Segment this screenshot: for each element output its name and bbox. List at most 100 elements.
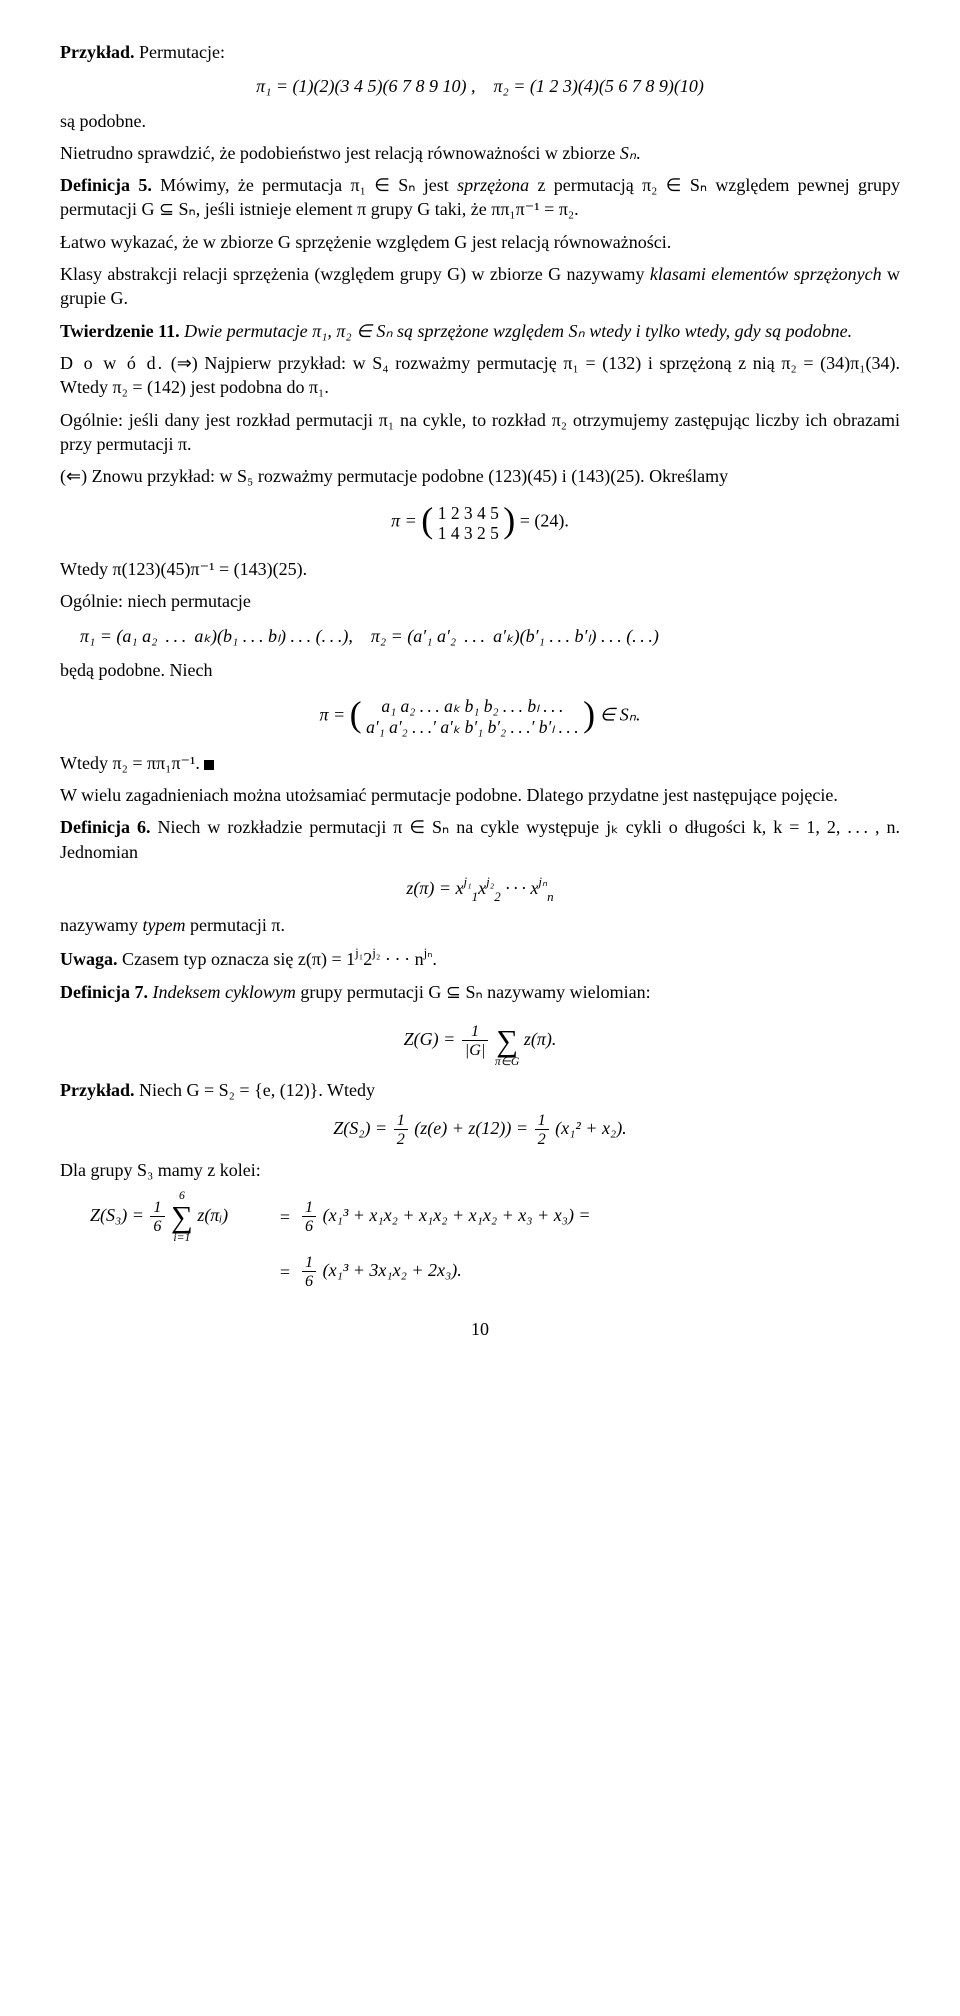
eq-ZS2-rhs: (x₁² + x₂).: [555, 1118, 627, 1138]
proof-d: Wtedy π(123)(45)π⁻¹ = (143)(25).: [60, 557, 900, 581]
tw11-label: Twierdzenie 11.: [60, 321, 180, 341]
eq-ZS3-eq1: =: [270, 1205, 300, 1229]
definition-5: Definicja 5. Mówimy, że permutacja π₁ ∈ …: [60, 173, 900, 222]
eq-ZS3-block: Z(S₃) = 1 6 6 ∑ i=1 z(πᵢ) = 1 6 (x₁³ + x…: [90, 1190, 900, 1289]
eq-pi2-rhs: ∈ Sₙ.: [600, 705, 641, 725]
uwaga-2: 2: [363, 949, 372, 969]
definition-7: Definicja 7. Indeksem cyklowym grupy per…: [60, 980, 900, 1004]
proof-b: Ogólnie: jeśli dany jest rozkład permuta…: [60, 408, 900, 457]
eq-pi-rhs-1: = (24).: [520, 511, 569, 531]
proof-e: Ogólnie: niech permutacje: [60, 589, 900, 613]
eq-pi-matrix-2: π = ( a₁ a₂ . . . aₖ b₁ b₂ . . . bₗ . . …: [60, 692, 900, 741]
para-latwo: Łatwo wykazać, że w zbiorze G sprzężenie…: [60, 230, 900, 254]
proof-label: D o w ó d.: [60, 353, 164, 373]
def6-b-a: nazywamy: [60, 915, 142, 935]
proof-start: D o w ó d. (⇒) Najpierw przykład: w S₄ r…: [60, 351, 900, 400]
def6-closing: nazywamy typem permutacji π.: [60, 913, 900, 937]
uwaga-a: Czasem typ oznacza się z(π) = 1: [118, 949, 356, 969]
frac-ZS2-2: 1 2: [535, 1112, 549, 1147]
matrix2-row2: a′₁ a′₂ . . .′ a′ₖ b′₁ b′₂ . . .′ b′ₗ . …: [366, 717, 578, 737]
proof-g-a: Wtedy π₂ = ππ₁π⁻¹.: [60, 753, 204, 773]
matrix1-row2: 1 4 3 2 5: [438, 523, 499, 543]
matrix-2: a₁ a₂ . . . aₖ b₁ b₂ . . . bₗ . . . a′₁ …: [366, 696, 578, 736]
eq-ZS3-eq2: =: [270, 1260, 300, 1284]
def7-a: Indeksem cyklowym: [148, 982, 296, 1002]
eq-permutations-text: π₁ = (1)(2)(3 4 5)(6 7 8 9 10) , π₂ = (1…: [256, 76, 704, 96]
example-2: Przykład. Niech G = S₂ = {e, (12)}. Wted…: [60, 1078, 900, 1102]
frac-ZG: 1 |G|: [462, 1023, 489, 1058]
para-relacja: Nietrudno sprawdzić, że podobieństwo jes…: [60, 141, 900, 165]
theorem-11: Twierdzenie 11. Dwie permutacje π₁, π₂ ∈…: [60, 319, 900, 343]
uwaga-j1: j₁: [355, 945, 363, 960]
frac-ZS2-2-num: 1: [535, 1112, 549, 1130]
eq-ZS2-lhs: Z(S₂) =: [333, 1118, 391, 1138]
uwaga-j2: j₂: [372, 945, 380, 960]
eq-pi-matrix-1: π = ( 1 2 3 4 5 1 4 3 2 5 ) = (24).: [60, 498, 900, 547]
para-relacja-b: Sₙ: [620, 143, 636, 163]
def5-label: Definicja 5.: [60, 175, 152, 195]
qed-icon: [204, 760, 214, 770]
proof-f: będą podobne. Niech: [60, 658, 900, 682]
matrix-1: 1 2 3 4 5 1 4 3 2 5: [438, 503, 499, 543]
eq-permutations: π₁ = (1)(2)(3 4 5)(6 7 8 9 10) , π₂ = (1…: [60, 74, 900, 98]
frac-ZS3-3: 1 6: [302, 1254, 316, 1289]
eq-ZS3-row1: Z(S₃) = 1 6 6 ∑ i=1 z(πᵢ) = 1 6 (x₁³ + x…: [90, 1190, 900, 1244]
para-sa-podobne: są podobne.: [60, 109, 900, 133]
def6-b-c: permutacji π.: [185, 915, 285, 935]
proof-c: (⇐) Znowu przykład: w S₅ rozważmy permut…: [60, 464, 900, 488]
eq-ZS2: Z(S₂) = 1 2 (z(e) + z(12)) = 1 2 (x₁² + …: [60, 1112, 900, 1147]
uwaga-dot: .: [432, 949, 437, 969]
pi-label-1: π =: [391, 511, 421, 531]
sum-ZS3-bot: i=1: [171, 1232, 193, 1244]
prz2-b: Dla grupy S₃ mamy z kolei:: [60, 1158, 900, 1182]
frac-ZS3-3-num: 1: [302, 1254, 316, 1272]
page-number: 10: [60, 1317, 900, 1341]
frac-ZS3-1-den: 6: [150, 1217, 164, 1234]
lparen-2: (: [350, 690, 362, 739]
sum-ZG-bot: π∈G: [495, 1056, 519, 1068]
frac-ZS3-2-den: 6: [302, 1217, 316, 1234]
def7-label: Definicja 7.: [60, 982, 148, 1002]
eq-zpi: z(π) = xj₁1xj₂2 · · · xjₙn: [60, 874, 900, 903]
para-relacja-c: .: [636, 143, 641, 163]
matrix2-row1: a₁ a₂ . . . aₖ b₁ b₂ . . . bₗ . . .: [381, 696, 563, 716]
example-text: Permutacje:: [135, 42, 225, 62]
definition-6: Definicja 6. Niech w rozkładzie permutac…: [60, 815, 900, 864]
frac-ZS3-3-den: 6: [302, 1272, 316, 1289]
example-heading: Przykład. Permutacje:: [60, 40, 900, 64]
sum-ZS3: 6 ∑ i=1: [171, 1190, 193, 1244]
def7-b: grupy permutacji G ⊆ Sₙ nazywamy wielomi…: [296, 982, 651, 1002]
def6-b-b: typem: [142, 915, 185, 935]
frac-ZS3-2: 1 6: [302, 1199, 316, 1234]
example-label: Przykład.: [60, 42, 135, 62]
eq-ZS2-mid: (z(e) + z(12)) =: [414, 1118, 532, 1138]
frac-ZS2-1: 1 2: [394, 1112, 408, 1147]
zpi-expn: jₙ: [538, 874, 547, 889]
eq-ZG-rhs: z(π).: [524, 1029, 557, 1049]
frac-ZS2-1-num: 1: [394, 1112, 408, 1130]
zpi-sub1: 1: [472, 889, 478, 904]
eq-zpi-lhs: z(π) = x: [406, 878, 463, 898]
eq-ZS3-summand: z(πᵢ): [197, 1205, 228, 1225]
eq-ZS3-row2: = 1 6 (x₁³ + 3x₁x₂ + 2x₃).: [90, 1254, 900, 1289]
sum-ZG: ∑ π∈G: [495, 1014, 519, 1068]
para-klasy: Klasy abstrakcji relacji sprzężenia (wzg…: [60, 262, 900, 311]
zpi-dots: · · · x: [501, 878, 539, 898]
para-relacja-a: Nietrudno sprawdzić, że podobieństwo jes…: [60, 143, 620, 163]
matrix1-row1: 1 2 3 4 5: [438, 503, 499, 523]
rparen-1: ): [503, 496, 515, 545]
rparen-2: ): [583, 690, 595, 739]
prz2-label: Przykład.: [60, 1080, 135, 1100]
def6-a: Niech w rozkładzie permutacji π ∈ Sₙ na …: [60, 817, 900, 861]
p4-b: klasami elementów sprzężonych: [650, 264, 882, 284]
frac-ZG-num: 1: [462, 1023, 489, 1041]
frac-ZS3-1-num: 1: [150, 1199, 164, 1217]
pi-label-2: π =: [320, 705, 350, 725]
zpi-exp2: j₂: [486, 874, 494, 889]
uwaga-label: Uwaga.: [60, 949, 118, 969]
def5-b: sprzężona: [457, 175, 529, 195]
frac-ZG-den: |G|: [462, 1041, 489, 1058]
eq-ZG-lhs: Z(G) =: [404, 1029, 460, 1049]
tw11-a: Dwie permutacje π₁, π₂ ∈ Sₙ są sprzężone…: [180, 321, 852, 341]
proof-end: Wtedy π₂ = ππ₁π⁻¹.: [60, 751, 900, 775]
